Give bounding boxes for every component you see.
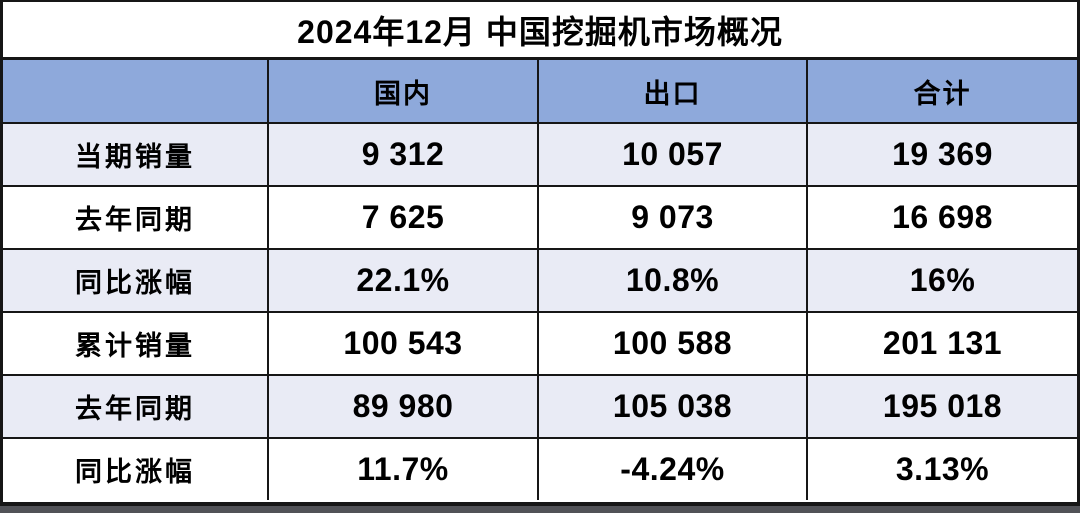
header-cell-empty <box>3 60 267 122</box>
header-cell-total: 合计 <box>806 60 1077 122</box>
cell-total: 195 018 <box>806 376 1077 437</box>
cell-export: -4.24% <box>537 439 806 500</box>
cell-export: 9 073 <box>537 187 806 248</box>
table-row-cumulative-sales: 累计销量 100 543 100 588 201 131 <box>3 311 1077 374</box>
row-label: 同比涨幅 <box>75 457 195 487</box>
table-title: 2024年12月 中国挖掘机市场概况 <box>3 2 1077 60</box>
cell-export: 105 038 <box>537 376 806 437</box>
table-row-cumulative-last-year: 去年同期 89 980 105 038 195 018 <box>3 374 1077 437</box>
row-label: 累计销量 <box>75 331 195 361</box>
cell-domestic: 11.7% <box>267 439 537 500</box>
table-row-cumulative-yoy-change: 同比涨幅 11.7% -4.24% 3.13% <box>3 437 1077 500</box>
cell-domestic: 89 980 <box>267 376 537 437</box>
cell-domestic: 9 312 <box>267 124 537 185</box>
cell-export: 100 588 <box>537 313 806 374</box>
cell-total: 19 369 <box>806 124 1077 185</box>
cell-total: 201 131 <box>806 313 1077 374</box>
cell-total: 16% <box>806 250 1077 311</box>
cell-domestic: 100 543 <box>267 313 537 374</box>
row-label: 同比涨幅 <box>75 268 195 298</box>
bottom-shadow <box>0 506 1080 513</box>
row-label: 去年同期 <box>75 205 195 235</box>
table-row-last-year-same-period: 去年同期 7 625 9 073 16 698 <box>3 185 1077 248</box>
cell-domestic: 7 625 <box>267 187 537 248</box>
header-cell-export: 出口 <box>537 60 806 122</box>
cell-export: 10.8% <box>537 250 806 311</box>
cell-export: 10 057 <box>537 124 806 185</box>
cell-total: 16 698 <box>806 187 1077 248</box>
header-cell-domestic: 国内 <box>267 60 537 122</box>
row-label: 去年同期 <box>75 394 195 424</box>
cell-domestic: 22.1% <box>267 250 537 311</box>
table-row-current-sales: 当期销量 9 312 10 057 19 369 <box>3 122 1077 185</box>
cell-total: 3.13% <box>806 439 1077 500</box>
row-label: 当期销量 <box>75 142 195 172</box>
table-row-yoy-change: 同比涨幅 22.1% 10.8% 16% <box>3 248 1077 311</box>
table-header-row: 国内 出口 合计 <box>3 60 1077 122</box>
